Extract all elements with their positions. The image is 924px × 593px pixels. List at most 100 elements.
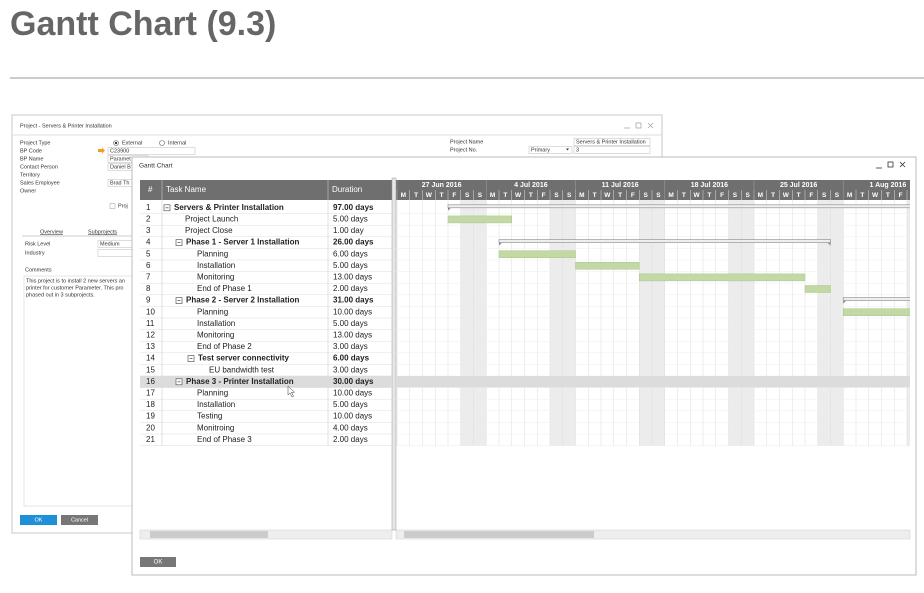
radio-internal[interactable] [159, 140, 165, 146]
cursor [287, 385, 296, 398]
week-label: 27 Jun 2016 [422, 182, 462, 189]
task-bar [447, 215, 512, 224]
day-label: M [490, 192, 495, 199]
row-number: 6 [146, 261, 151, 270]
window-title: Project - Servers & Printer Installation [20, 123, 112, 129]
duration: 5.00 days [333, 261, 368, 270]
day-label: W [872, 192, 879, 199]
week-label: 18 Jul 2016 [691, 182, 728, 189]
weekend-shade [907, 200, 910, 446]
row-number: 17 [146, 389, 155, 398]
day-label: T [414, 192, 418, 199]
task-name: EU bandwidth test [209, 365, 275, 374]
duration: 2.00 days [333, 284, 368, 293]
task-name: Project Close [185, 226, 233, 235]
scrollbar[interactable] [395, 529, 911, 540]
project-name: Servers & Printer Installation [576, 139, 646, 145]
day-label: S [656, 192, 661, 199]
bp-name: Paramet [110, 156, 131, 162]
task-name: Planning [197, 307, 228, 316]
row-number: 4 [146, 238, 151, 247]
link-arrow[interactable] [98, 147, 105, 154]
row-number: 8 [146, 284, 151, 293]
field-label: Risk Level [25, 241, 50, 247]
task-bar [575, 262, 640, 270]
window-controls[interactable] [624, 122, 654, 129]
field-label: Owner [20, 188, 36, 194]
table-header [140, 180, 392, 200]
day-label: T [707, 192, 711, 199]
day-label: M [668, 192, 673, 199]
ok-button[interactable] [20, 515, 57, 525]
day-label: F [809, 192, 813, 199]
duration: 26.00 days [333, 238, 374, 247]
comments-box[interactable] [23, 275, 141, 507]
field-label: Sales Employee [20, 180, 60, 186]
week-label: 4 Jul 2016 [514, 182, 548, 189]
day-label: M [847, 192, 852, 199]
summary-bar [498, 239, 831, 243]
ok-button[interactable] [140, 557, 176, 567]
dropdown[interactable] [528, 146, 573, 154]
task-bar [498, 250, 576, 258]
day-label: F [542, 192, 546, 199]
selected-row [396, 376, 910, 388]
row-number: 19 [146, 412, 155, 421]
task-name: Planning [197, 249, 228, 258]
input[interactable] [107, 147, 196, 155]
radio-label: External [122, 140, 142, 146]
row-number: 13 [146, 342, 155, 351]
day-label: T [682, 192, 686, 199]
summary-end [448, 207, 451, 211]
splitter [391, 177, 397, 531]
duration: 6.00 days [333, 354, 370, 363]
button-label: Cancel [71, 517, 88, 523]
window-title: Gantt Chart [139, 163, 173, 170]
duration: 13.00 days [333, 273, 372, 282]
day-label: S [478, 192, 483, 199]
tab[interactable]: Overview [40, 229, 63, 235]
day-label: T [860, 192, 864, 199]
day-label: S [835, 192, 840, 199]
checkbox[interactable] [109, 203, 116, 209]
duration: 10.00 days [333, 307, 372, 316]
duration: 30.00 days [333, 377, 374, 386]
day-label: T [593, 192, 597, 199]
tab[interactable]: Subprojects [88, 229, 117, 235]
summary-bar [447, 204, 910, 209]
duration: 97.00 days [333, 203, 374, 212]
day-label: F [899, 192, 903, 199]
scroll-thumb[interactable] [150, 531, 268, 538]
task-name: Phase 3 - Printer Installation [186, 377, 294, 386]
task-name: End of Phase 1 [197, 284, 252, 293]
window-controls[interactable] [876, 161, 906, 169]
day-label: W [515, 192, 522, 199]
day-label: W [694, 192, 701, 199]
task-name: Monitroing [197, 423, 234, 432]
scroll-thumb[interactable] [404, 531, 594, 538]
day-label: S [554, 192, 559, 199]
field-label: BP Code [20, 148, 42, 154]
duration: 5.00 days [333, 215, 368, 224]
cancel-button[interactable] [61, 515, 98, 525]
series: Primary [531, 147, 550, 153]
column-header: Duration [332, 185, 362, 194]
field-label: Industry [25, 250, 45, 256]
comment-line: phased out in 3 subprojects. [26, 292, 95, 298]
contact-person: Daniel B [110, 164, 131, 170]
duration: 31.00 days [333, 296, 374, 305]
duration: 13.00 days [333, 331, 372, 340]
input[interactable] [573, 138, 651, 146]
input[interactable] [573, 146, 651, 154]
summary-bar [842, 297, 910, 301]
field-label: Territory [20, 172, 40, 178]
task-name: Installation [197, 400, 235, 409]
task-name: Phase 1 - Server 1 Installation [186, 238, 299, 247]
row-number: 2 [146, 215, 151, 224]
duration: 3.00 days [333, 342, 368, 351]
task-name: Monitoring [197, 331, 234, 340]
day-label: T [771, 192, 775, 199]
task-name: Project Launch [185, 215, 238, 224]
